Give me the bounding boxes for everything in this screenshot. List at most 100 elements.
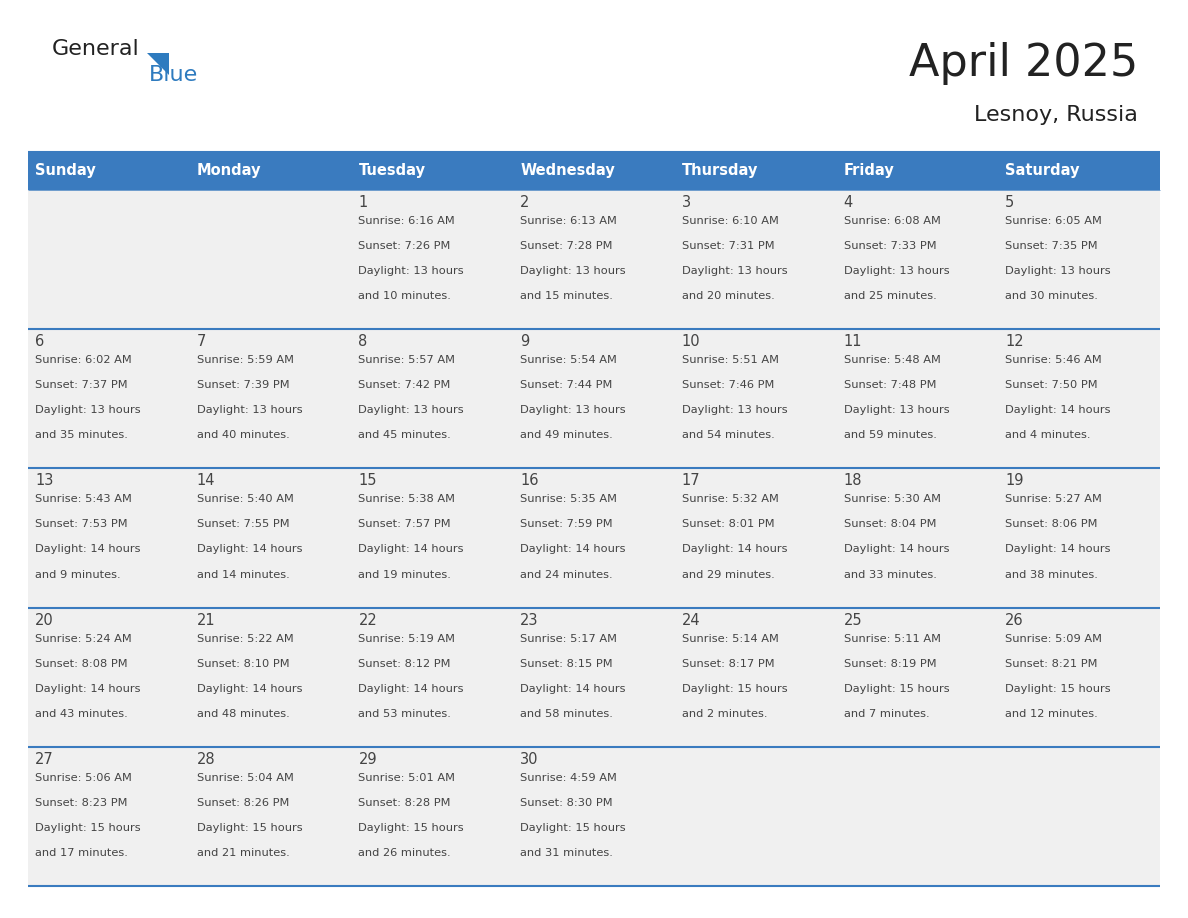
Text: 27: 27 [34,752,53,767]
Text: Sunset: 8:30 PM: Sunset: 8:30 PM [520,798,613,808]
Text: 13: 13 [34,474,53,488]
Polygon shape [147,53,169,75]
Text: 25: 25 [843,612,862,628]
Text: 8: 8 [359,334,367,349]
Text: Daylight: 14 hours: Daylight: 14 hours [34,684,140,694]
Text: Sunrise: 5:09 AM: Sunrise: 5:09 AM [1005,633,1102,644]
Text: Daylight: 15 hours: Daylight: 15 hours [682,684,788,694]
Text: Sunrise: 5:04 AM: Sunrise: 5:04 AM [197,773,293,783]
Text: 9: 9 [520,334,530,349]
Text: Sunrise: 5:11 AM: Sunrise: 5:11 AM [843,633,941,644]
Text: Sunset: 7:37 PM: Sunset: 7:37 PM [34,380,127,390]
Text: Saturday: Saturday [1005,163,1080,178]
Text: Daylight: 14 hours: Daylight: 14 hours [197,684,302,694]
Text: Sunrise: 5:57 AM: Sunrise: 5:57 AM [359,355,455,365]
Text: and 26 minutes.: and 26 minutes. [359,848,451,858]
Text: Sunset: 8:28 PM: Sunset: 8:28 PM [359,798,451,808]
Text: and 24 minutes.: and 24 minutes. [520,569,613,579]
Text: Sunset: 7:57 PM: Sunset: 7:57 PM [359,520,451,530]
Text: and 20 minutes.: and 20 minutes. [682,291,775,301]
Text: Sunset: 8:26 PM: Sunset: 8:26 PM [197,798,289,808]
Text: Sunrise: 5:54 AM: Sunrise: 5:54 AM [520,355,617,365]
Text: and 14 minutes.: and 14 minutes. [197,569,290,579]
Text: Sunrise: 6:16 AM: Sunrise: 6:16 AM [359,216,455,226]
Text: 5: 5 [1005,195,1015,210]
Text: Daylight: 14 hours: Daylight: 14 hours [520,684,626,694]
Text: Sunset: 7:55 PM: Sunset: 7:55 PM [197,520,290,530]
Text: Sunrise: 6:05 AM: Sunrise: 6:05 AM [1005,216,1102,226]
Text: Sunset: 7:50 PM: Sunset: 7:50 PM [1005,380,1098,390]
Text: Daylight: 14 hours: Daylight: 14 hours [197,544,302,554]
Text: 19: 19 [1005,474,1024,488]
Text: and 40 minutes.: and 40 minutes. [197,431,290,441]
Text: 29: 29 [359,752,377,767]
Bar [352,152,513,190]
Text: Sunrise: 5:19 AM: Sunrise: 5:19 AM [359,633,455,644]
Text: and 38 minutes.: and 38 minutes. [1005,569,1098,579]
Text: Sunrise: 5:17 AM: Sunrise: 5:17 AM [520,633,617,644]
Text: Sunset: 7:33 PM: Sunset: 7:33 PM [843,241,936,251]
Text: Friday: Friday [843,163,895,178]
Bar [675,152,836,190]
Text: Sunset: 7:53 PM: Sunset: 7:53 PM [34,520,127,530]
Bar [836,152,998,190]
Text: Sunday: Sunday [34,163,96,178]
Text: 23: 23 [520,612,538,628]
Text: and 45 minutes.: and 45 minutes. [359,431,451,441]
Text: Sunrise: 5:30 AM: Sunrise: 5:30 AM [843,495,941,504]
Text: and 9 minutes.: and 9 minutes. [34,569,121,579]
Text: 17: 17 [682,474,701,488]
Text: Sunrise: 5:48 AM: Sunrise: 5:48 AM [843,355,941,365]
Text: Daylight: 14 hours: Daylight: 14 hours [1005,405,1111,415]
Text: and 48 minutes.: and 48 minutes. [197,709,290,719]
Text: Sunset: 8:19 PM: Sunset: 8:19 PM [843,658,936,668]
Text: Wednesday: Wednesday [520,163,615,178]
Text: Lesnoy, Russia: Lesnoy, Russia [974,105,1138,125]
Text: Daylight: 13 hours: Daylight: 13 hours [843,266,949,276]
Text: and 54 minutes.: and 54 minutes. [682,431,775,441]
Text: Sunrise: 5:24 AM: Sunrise: 5:24 AM [34,633,132,644]
Text: and 10 minutes.: and 10 minutes. [359,291,451,301]
Text: 12: 12 [1005,334,1024,349]
Text: Daylight: 15 hours: Daylight: 15 hours [34,823,140,833]
Text: 28: 28 [197,752,215,767]
Text: Sunset: 7:26 PM: Sunset: 7:26 PM [359,241,450,251]
Text: Sunrise: 5:01 AM: Sunrise: 5:01 AM [359,773,455,783]
Text: Daylight: 13 hours: Daylight: 13 hours [682,266,788,276]
Text: Sunrise: 6:10 AM: Sunrise: 6:10 AM [682,216,778,226]
Text: 30: 30 [520,752,538,767]
Text: and 29 minutes.: and 29 minutes. [682,569,775,579]
Text: 1: 1 [359,195,367,210]
Text: and 33 minutes.: and 33 minutes. [843,569,936,579]
Text: Sunset: 7:46 PM: Sunset: 7:46 PM [682,380,775,390]
Bar [29,190,1159,330]
Text: Daylight: 15 hours: Daylight: 15 hours [197,823,302,833]
Text: and 7 minutes.: and 7 minutes. [843,709,929,719]
Text: 26: 26 [1005,612,1024,628]
Bar [29,152,190,190]
Text: Daylight: 15 hours: Daylight: 15 hours [1005,684,1111,694]
Text: and 53 minutes.: and 53 minutes. [359,709,451,719]
Text: Daylight: 13 hours: Daylight: 13 hours [359,266,465,276]
Text: Daylight: 14 hours: Daylight: 14 hours [34,544,140,554]
Text: Sunrise: 5:27 AM: Sunrise: 5:27 AM [1005,495,1102,504]
Text: and 2 minutes.: and 2 minutes. [682,709,767,719]
Text: General: General [52,39,140,59]
Text: Daylight: 15 hours: Daylight: 15 hours [520,823,626,833]
Bar [29,468,1159,608]
Text: Sunset: 7:39 PM: Sunset: 7:39 PM [197,380,290,390]
Text: 20: 20 [34,612,53,628]
Text: Sunrise: 5:14 AM: Sunrise: 5:14 AM [682,633,778,644]
Text: Sunset: 8:01 PM: Sunset: 8:01 PM [682,520,775,530]
Text: Daylight: 15 hours: Daylight: 15 hours [359,823,465,833]
Text: Daylight: 14 hours: Daylight: 14 hours [520,544,626,554]
Text: Sunset: 8:08 PM: Sunset: 8:08 PM [34,658,127,668]
Text: Sunrise: 5:40 AM: Sunrise: 5:40 AM [197,495,293,504]
Text: Sunrise: 6:08 AM: Sunrise: 6:08 AM [843,216,941,226]
Text: Sunrise: 5:22 AM: Sunrise: 5:22 AM [197,633,293,644]
Text: Sunrise: 4:59 AM: Sunrise: 4:59 AM [520,773,617,783]
Text: Sunset: 7:44 PM: Sunset: 7:44 PM [520,380,613,390]
Text: Sunset: 8:06 PM: Sunset: 8:06 PM [1005,520,1098,530]
Text: 16: 16 [520,474,538,488]
Text: and 58 minutes.: and 58 minutes. [520,709,613,719]
